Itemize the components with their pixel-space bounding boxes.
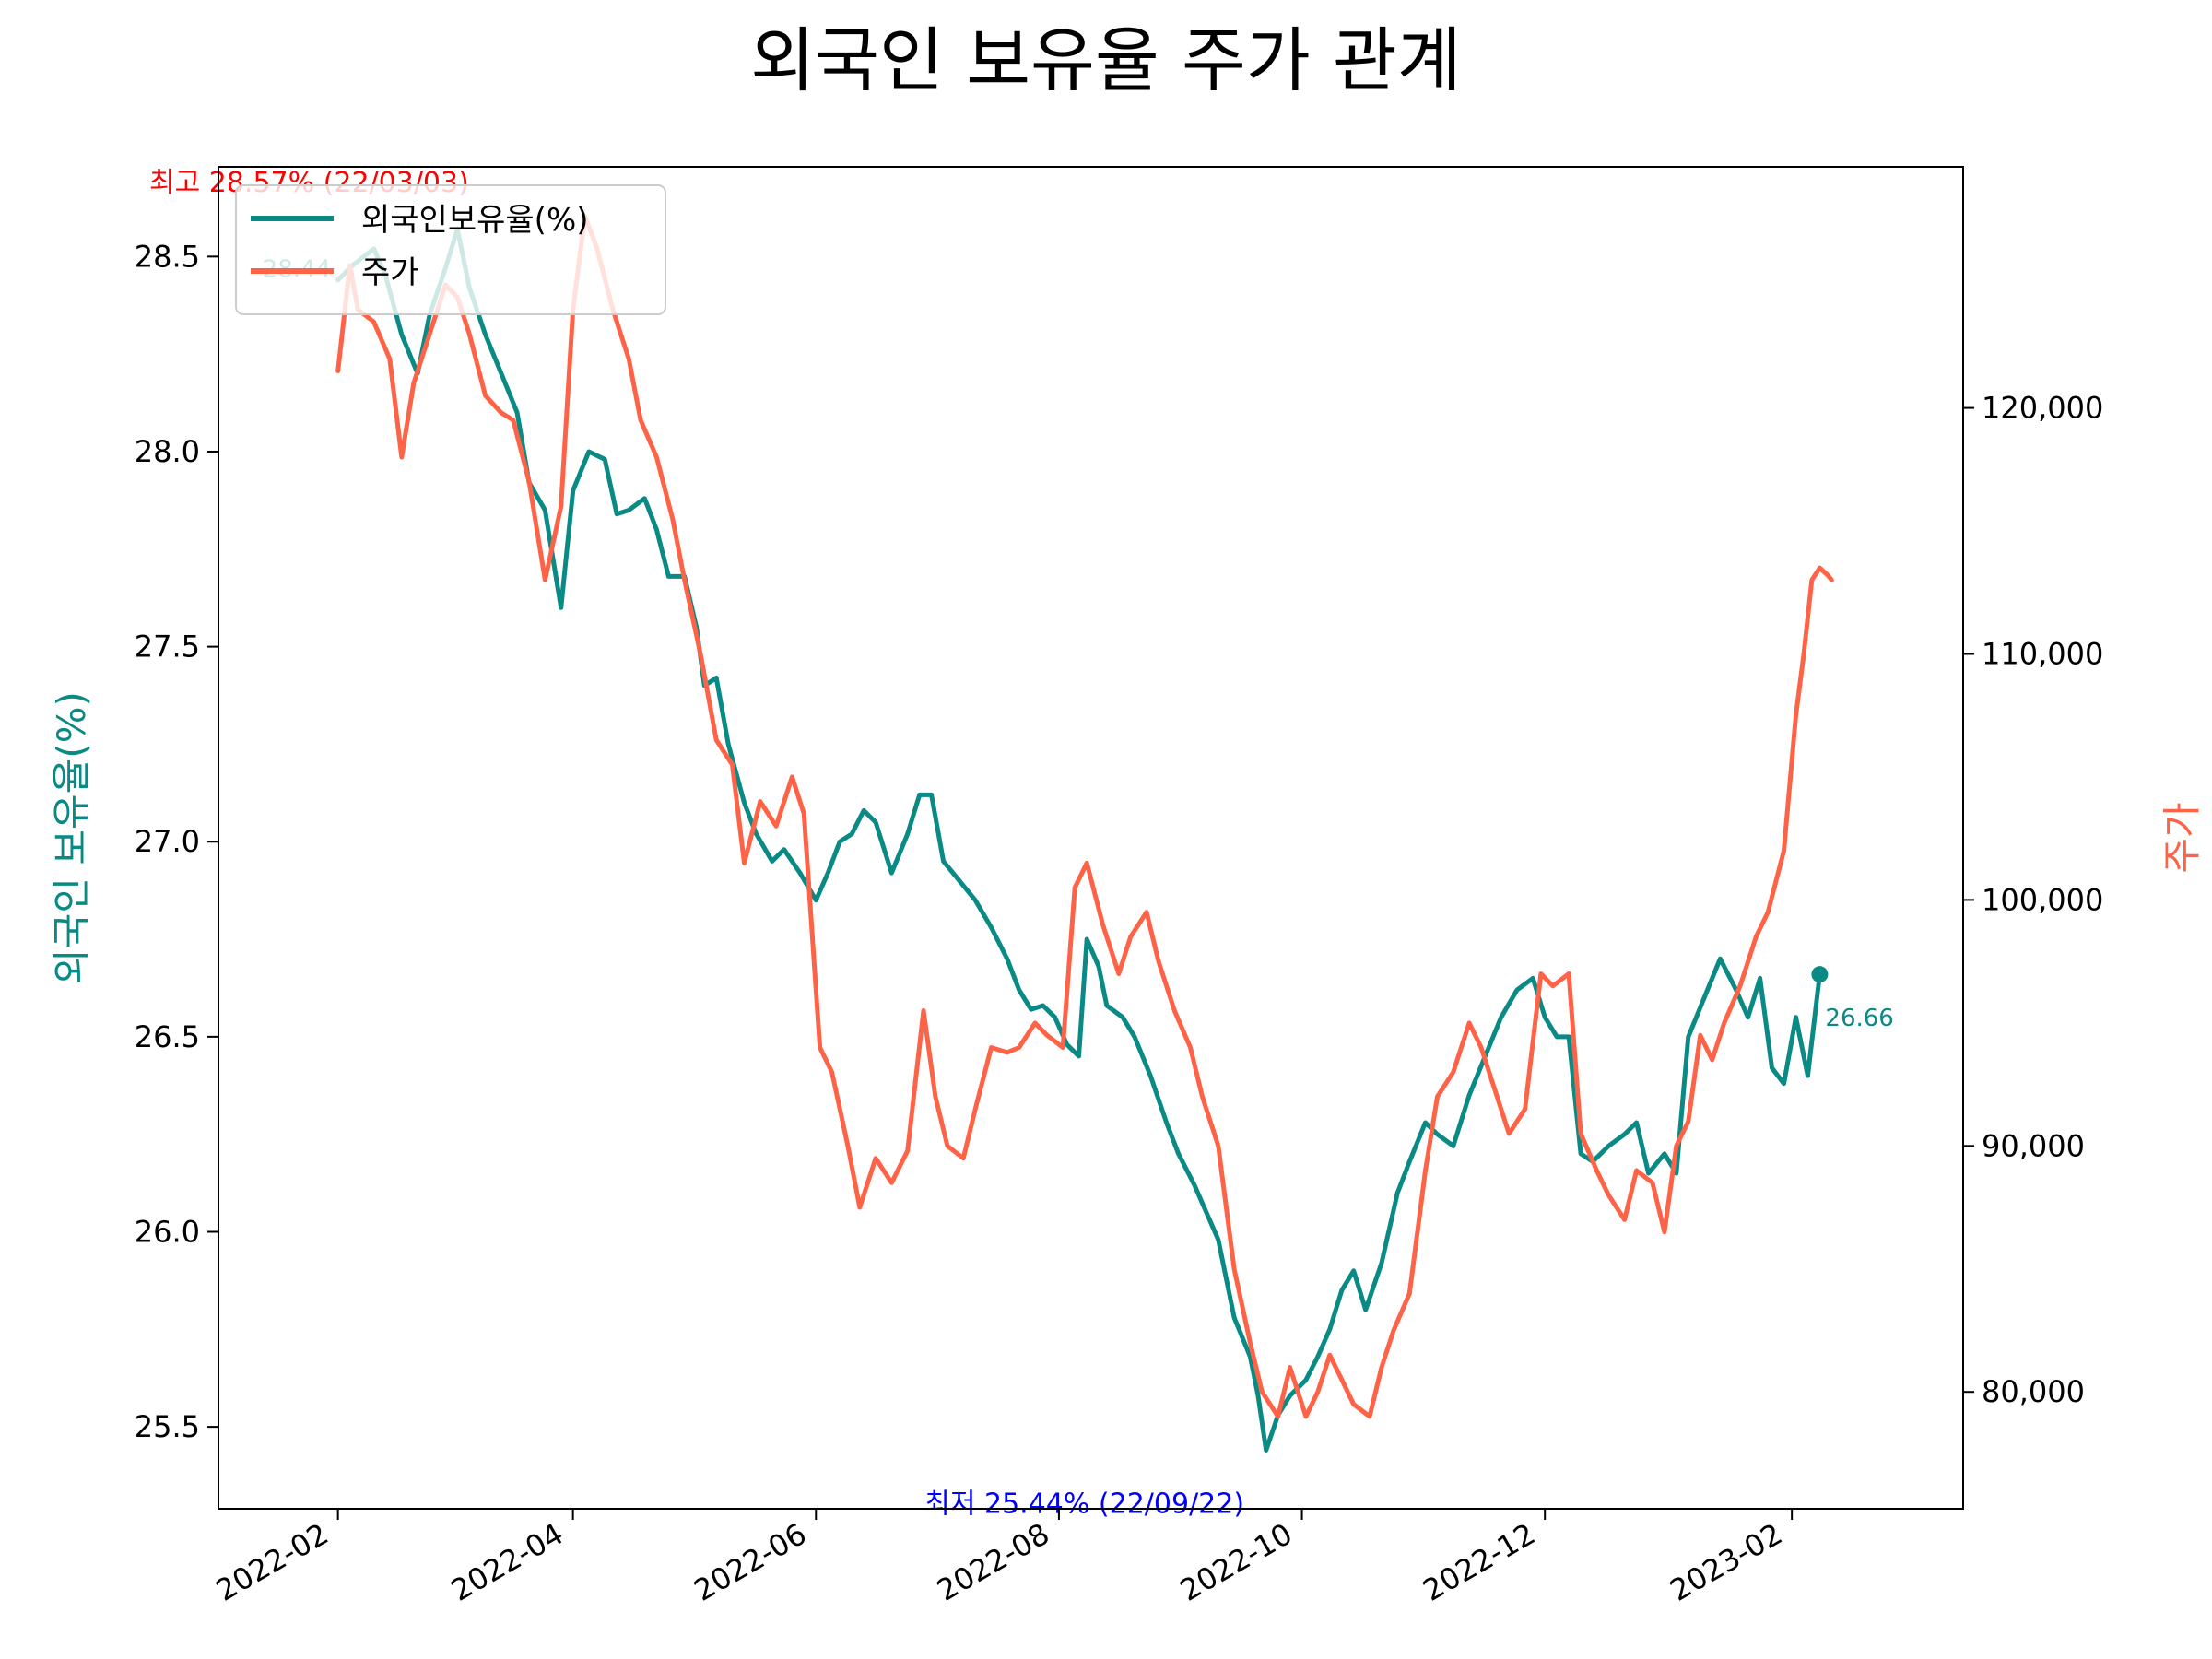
y-right-tick-label: 100,000 [1982, 882, 2103, 917]
y-left-tick-label: 27.5 [135, 629, 200, 665]
plot-frame [218, 166, 1964, 1510]
y-left-tick-label: 26.5 [135, 1019, 200, 1054]
y-left-tick-label: 28.5 [135, 239, 200, 274]
end-value-label: 26.66 [1825, 1005, 1893, 1032]
y-right-tick-label: 90,000 [1982, 1128, 2085, 1163]
holding-rate-line [335, 227, 1822, 1453]
legend-entry-price: 주가 [361, 254, 419, 291]
y-left-tick-label: 27.0 [135, 824, 200, 859]
y-left-tick-label: 26.0 [135, 1214, 200, 1249]
y-right-tick-label: 120,000 [1982, 391, 2103, 426]
chart-title: 외국인 보유율 주가 관계 [750, 19, 1462, 101]
legend-entry-holding: 외국인보유율(%) [361, 202, 589, 239]
end-point-marker [1811, 966, 1829, 983]
min-annotation: 최저 25.44% (22/09/22) [924, 1488, 1244, 1521]
legend: 외국인보유율(%) 주가 [235, 184, 666, 315]
right-axis-label: 주가 [2159, 802, 2205, 873]
y-left-tick-label: 28.0 [135, 434, 200, 469]
y-left-tick-label: 25.5 [135, 1409, 200, 1444]
y-right-tick-label: 110,000 [1982, 636, 2103, 671]
left-axis-label: 외국인 보유율(%) [49, 691, 94, 984]
y-right-tick-label: 80,000 [1982, 1374, 2085, 1409]
legend-box [235, 184, 666, 315]
